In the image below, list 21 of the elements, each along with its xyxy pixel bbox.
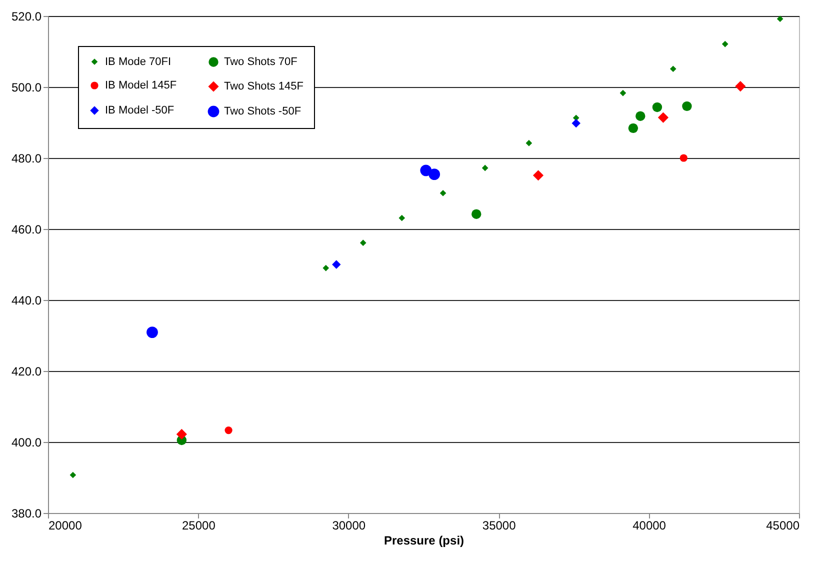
x-tick-label: 30000 — [332, 518, 366, 532]
y-tick-label: 480.0 — [11, 152, 42, 166]
y-tick-label: 400.0 — [11, 436, 42, 450]
x-tick-label: 45000 — [766, 518, 800, 532]
y-tick-label: 520.0 — [11, 10, 42, 24]
y-tick-label: 380.0 — [11, 506, 42, 520]
legend-label: IB Model 145F — [105, 80, 177, 92]
legend-label: Two Shots 70F — [224, 56, 298, 68]
y-tick-label: 440.0 — [11, 294, 42, 308]
legend-label: Two Shots 145F — [224, 80, 304, 92]
x-tick-label: 40000 — [632, 518, 666, 532]
x-axis-title: Pressure (psi) — [384, 534, 464, 548]
legend-label: IB Mode 70FI — [105, 56, 172, 68]
y-tick-label: 500.0 — [11, 80, 42, 94]
legend-label: Two Shots -50F — [224, 106, 302, 118]
y-tick-label: 460.0 — [11, 222, 42, 236]
x-tick-label: 35000 — [482, 518, 516, 532]
x-tick-label: 25000 — [182, 518, 216, 532]
legend-label: IB Model -50F — [105, 104, 174, 116]
y-tick-label: 420.0 — [11, 364, 42, 378]
x-tick-label: 20000 — [48, 518, 82, 532]
